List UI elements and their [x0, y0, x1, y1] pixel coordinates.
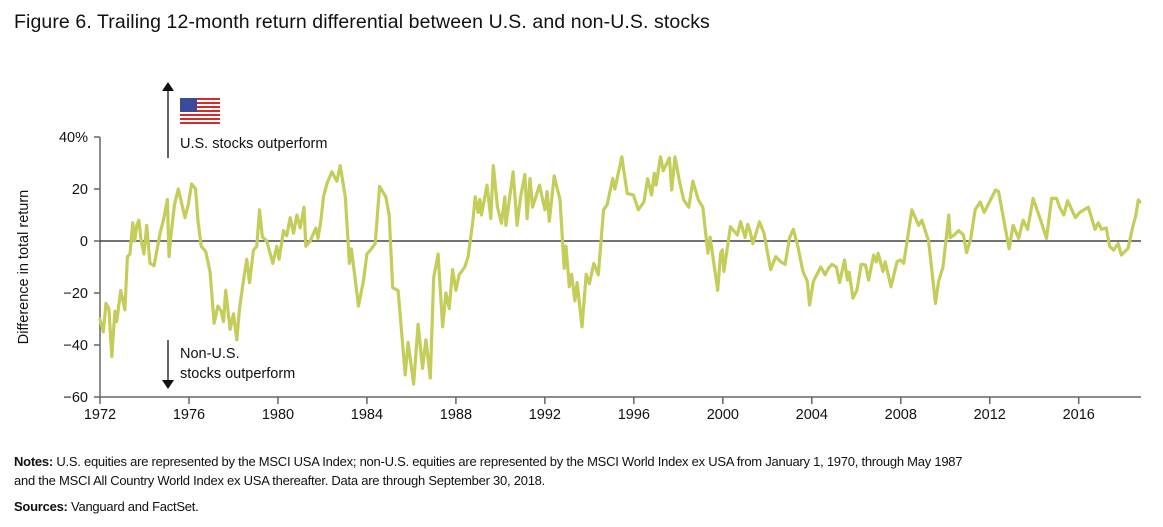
y-axis: 40% 20 0 −20 −40 −60 — [59, 130, 101, 406]
y-tick-label: 0 — [80, 234, 88, 250]
notes: Notes: U.S. equities are represented by … — [14, 452, 963, 490]
sources: Sources: Vanguard and FactSet. — [14, 497, 199, 516]
x-tick-label: 1984 — [351, 407, 383, 423]
y-axis-label: Difference in total return — [16, 190, 32, 344]
non-us-outperform-annotation: Non-U.S. stocks outperform — [162, 340, 295, 389]
x-tick-label: 1976 — [173, 407, 205, 423]
x-axis: 1972 1976 1980 1984 1988 1992 1996 2000 2004 2008… — [84, 396, 1141, 423]
x-tick-label: 1996 — [618, 407, 650, 423]
down-arrowhead-icon — [162, 380, 174, 389]
x-tick-label: 1988 — [440, 407, 472, 423]
x-tick-label: 2016 — [1063, 407, 1095, 423]
y-tick-label: −20 — [63, 286, 88, 302]
us-outperform-annotation: U.S. stocks outperform — [162, 82, 327, 158]
series-line — [98, 155, 1142, 386]
non-us-outperform-label-line2: stocks outperform — [180, 366, 295, 382]
us-flag-icon — [180, 98, 220, 124]
notes-text-line1: U.S. equities are represented by the MSC… — [56, 454, 963, 469]
notes-label: Notes: — [14, 454, 53, 469]
figure-title: Figure 6. Trailing 12-month return diffe… — [14, 11, 710, 33]
x-tick-label: 2008 — [885, 407, 917, 423]
sources-label: Sources: — [14, 499, 68, 514]
x-tick-label: 1980 — [262, 407, 294, 423]
y-tick-label: 20 — [72, 182, 88, 198]
sources-text: Vanguard and FactSet. — [71, 499, 199, 514]
up-arrowhead-icon — [162, 82, 174, 91]
x-tick-label: 1972 — [84, 407, 116, 423]
x-tick-label: 1992 — [529, 407, 561, 423]
x-tick-label: 2004 — [796, 407, 828, 423]
notes-text-line2: and the MSCI All Country World Index ex … — [14, 473, 546, 488]
y-tick-label: −40 — [63, 338, 88, 354]
x-tick-label: 2000 — [707, 407, 739, 423]
y-tick-label: 40% — [59, 130, 88, 146]
non-us-outperform-label-line1: Non-U.S. — [180, 346, 240, 362]
y-tick-label: −60 — [63, 390, 88, 406]
x-tick-label: 2012 — [974, 407, 1006, 423]
us-outperform-label: U.S. stocks outperform — [180, 136, 327, 152]
line-chart: 40% 20 0 −20 −40 −60 1972 1976 1980 1984 1988 1992… — [16, 82, 1142, 423]
